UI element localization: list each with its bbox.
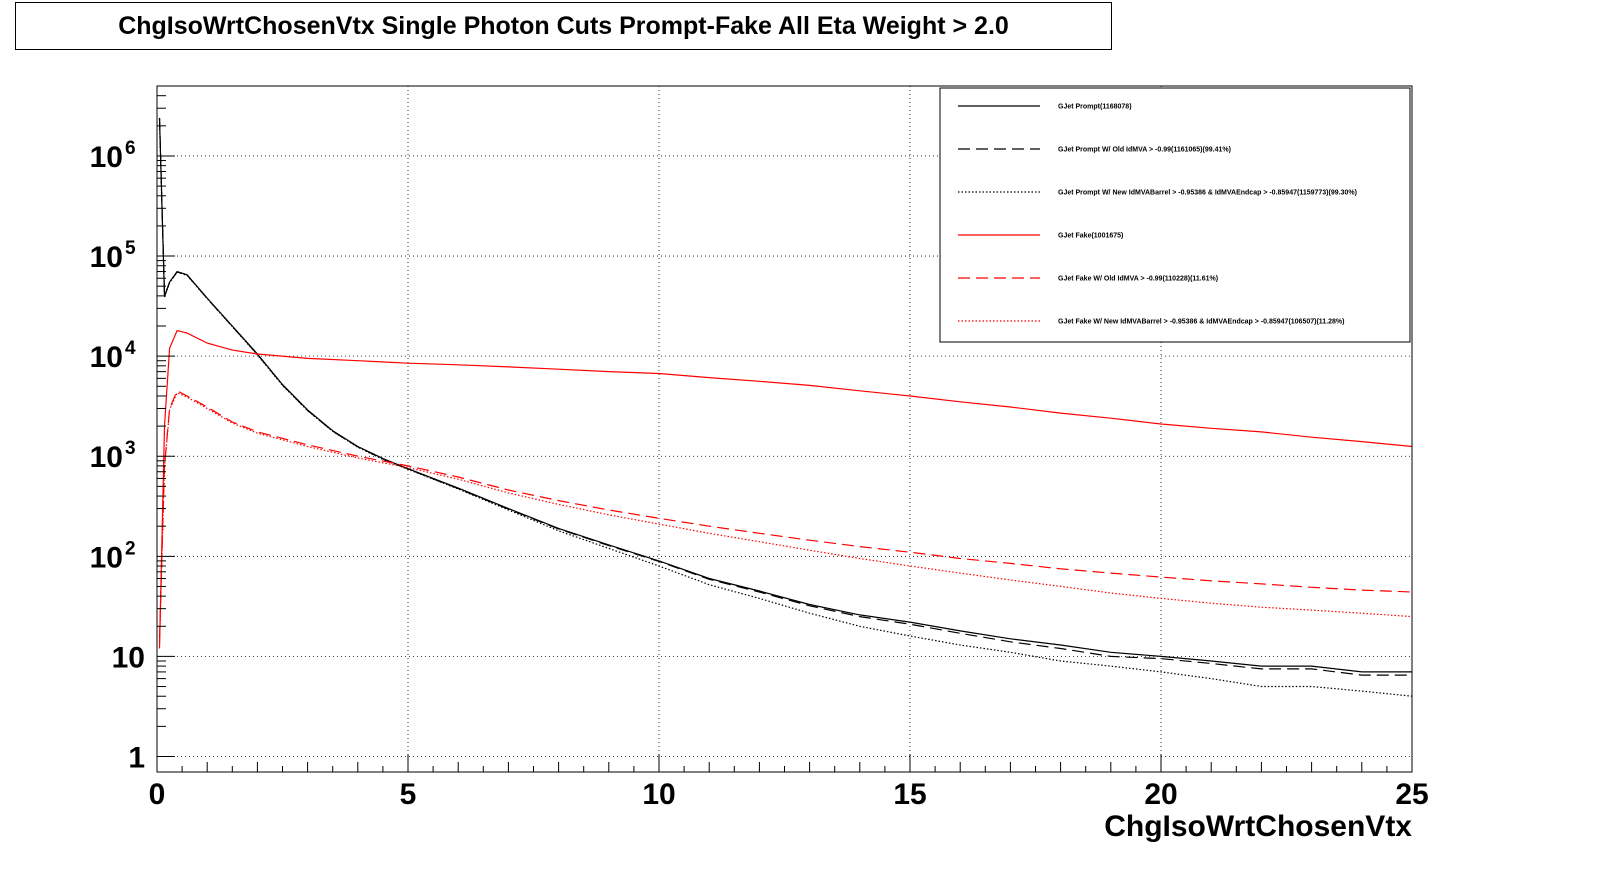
y-tick-exponent: 2 xyxy=(125,538,136,559)
legend-entry: GJet Prompt W/ New IdMVABarrel > -0.9538… xyxy=(1058,190,1357,197)
legend-box xyxy=(939,87,1411,343)
y-tick-exponent: 4 xyxy=(125,338,136,359)
x-tick-label: 10 xyxy=(642,778,675,811)
y-tick-label: 1 xyxy=(128,741,145,774)
series-layer xyxy=(158,117,1413,697)
legend-entry: GJet Fake(1001675) xyxy=(1058,233,1123,240)
legend: GJet Prompt(1168078) GJet Prompt W/ Old I… xyxy=(939,87,1411,343)
legend-entry: GJet Fake W/ New IdMVABarrel > -0.95386 … xyxy=(1058,319,1344,326)
y-tick-label: 10 xyxy=(90,341,123,374)
x-tick-label: 0 xyxy=(149,778,166,811)
y-tick-exponent: 5 xyxy=(125,238,136,259)
y-tick-label: 10 xyxy=(90,541,123,574)
y-tick-label: 10 xyxy=(90,241,123,274)
y-tick-exponent: 3 xyxy=(125,438,136,459)
x-tick-label: 25 xyxy=(1395,778,1428,811)
series-line xyxy=(158,329,1413,649)
legend-entry: GJet Prompt(1168078) xyxy=(1058,104,1132,111)
chart-title-box: ChgIsoWrtChosenVtx Single Photon Cuts Pr… xyxy=(15,2,1112,50)
series-line xyxy=(158,118,1413,697)
y-tick-exponent: 6 xyxy=(125,138,136,159)
legend-entry: GJet Fake W/ Old IdMVA > -0.99(110228)(1… xyxy=(1058,276,1218,283)
x-tick-label: 5 xyxy=(400,778,417,811)
series-line xyxy=(158,118,1412,676)
x-axis-title: ChgIsoWrtChosenVtx xyxy=(1104,810,1412,843)
chart-title: ChgIsoWrtChosenVtx Single Photon Cuts Pr… xyxy=(118,11,1009,40)
legend-entry: GJet Prompt W/ Old IdMVA > -0.99(1161065… xyxy=(1058,147,1231,154)
y-tick-label: 10 xyxy=(90,141,123,174)
x-tick-label: 15 xyxy=(893,778,926,811)
y-tick-label: 10 xyxy=(112,641,145,674)
series-line xyxy=(158,389,1413,639)
y-tick-label: 10 xyxy=(90,441,123,474)
x-tick-label: 20 xyxy=(1144,778,1177,811)
series-line xyxy=(158,392,1413,642)
